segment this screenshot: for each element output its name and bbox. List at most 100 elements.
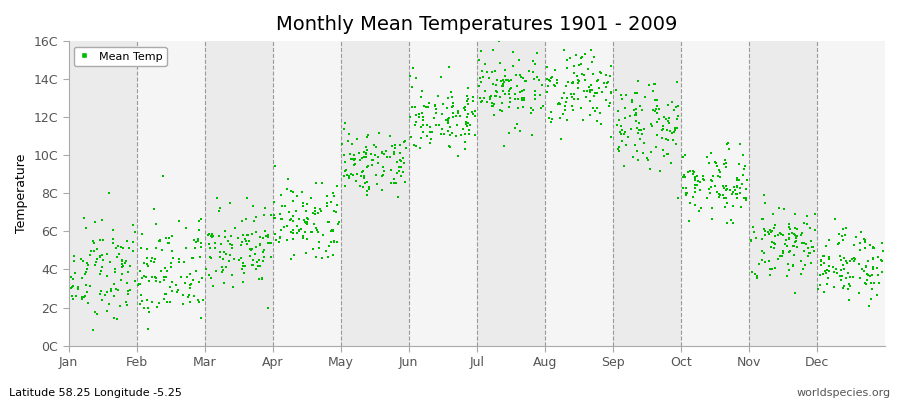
Point [646,81,661,87]
Point [358,151,373,157]
Point [149,220,164,227]
Point [392,164,406,170]
Point [120,280,134,286]
Point [506,63,520,69]
Point [87,219,102,225]
Point [261,234,275,240]
Point [676,184,690,191]
Point [79,259,94,266]
Point [405,104,419,110]
Point [710,162,724,169]
Point [258,228,273,234]
Point [239,195,254,202]
Point [285,227,300,234]
Point [778,237,793,243]
Point [460,123,474,129]
Point [495,81,509,88]
Point [679,185,693,191]
Point [847,255,861,261]
Point [315,254,329,261]
Point [225,272,239,278]
Point [686,194,700,200]
Point [326,252,340,258]
Point [392,150,407,156]
Point [95,264,110,270]
Point [445,94,459,101]
Point [473,79,488,85]
Point [814,256,828,263]
Point [70,286,85,292]
Point [819,270,833,276]
Point [688,173,702,180]
Point [842,286,856,292]
Point [660,127,674,134]
Bar [204,41,273,346]
Point [667,107,681,113]
Point [219,250,233,257]
Point [107,266,122,272]
Point [87,240,102,246]
Point [296,200,310,206]
Point [339,172,354,178]
Point [324,199,338,205]
Point [473,74,488,81]
Point [563,90,578,97]
Point [717,185,732,191]
Point [236,263,250,269]
Point [286,230,301,236]
Point [308,204,322,211]
Point [566,91,580,97]
Point [806,244,820,250]
Point [361,163,375,169]
Point [822,263,836,269]
Point [283,217,297,224]
Point [704,150,718,156]
Point [114,270,129,277]
Point [486,47,500,54]
Point [788,252,802,258]
Point [86,248,101,254]
Point [544,109,559,115]
Point [831,241,845,247]
Point [654,134,669,141]
Point [115,258,130,265]
Point [191,297,205,303]
Point [142,278,157,285]
Point [83,252,97,259]
Point [435,126,449,132]
Point [550,77,564,84]
Point [570,73,584,79]
Point [315,180,329,186]
Point [286,236,301,242]
Point [354,173,368,179]
Point [80,289,94,295]
Point [657,114,671,121]
Point [256,212,271,218]
Point [614,123,628,129]
Point [517,87,531,93]
Point [445,104,459,111]
Point [94,268,109,274]
Point [866,255,880,261]
Point [322,218,337,225]
Point [720,220,734,227]
Point [730,174,744,181]
Point [599,97,614,103]
Point [797,262,812,269]
Point [357,180,372,186]
Point [688,168,702,175]
Point [338,159,353,165]
Point [574,104,589,111]
Point [876,248,890,254]
Point [394,172,409,179]
Point [364,150,378,157]
Point [822,268,836,274]
Point [293,226,308,233]
Point [634,127,648,134]
Point [157,276,171,283]
Point [203,233,218,240]
Point [147,258,161,265]
Point [652,106,667,112]
Point [504,84,518,91]
Point [473,48,488,55]
